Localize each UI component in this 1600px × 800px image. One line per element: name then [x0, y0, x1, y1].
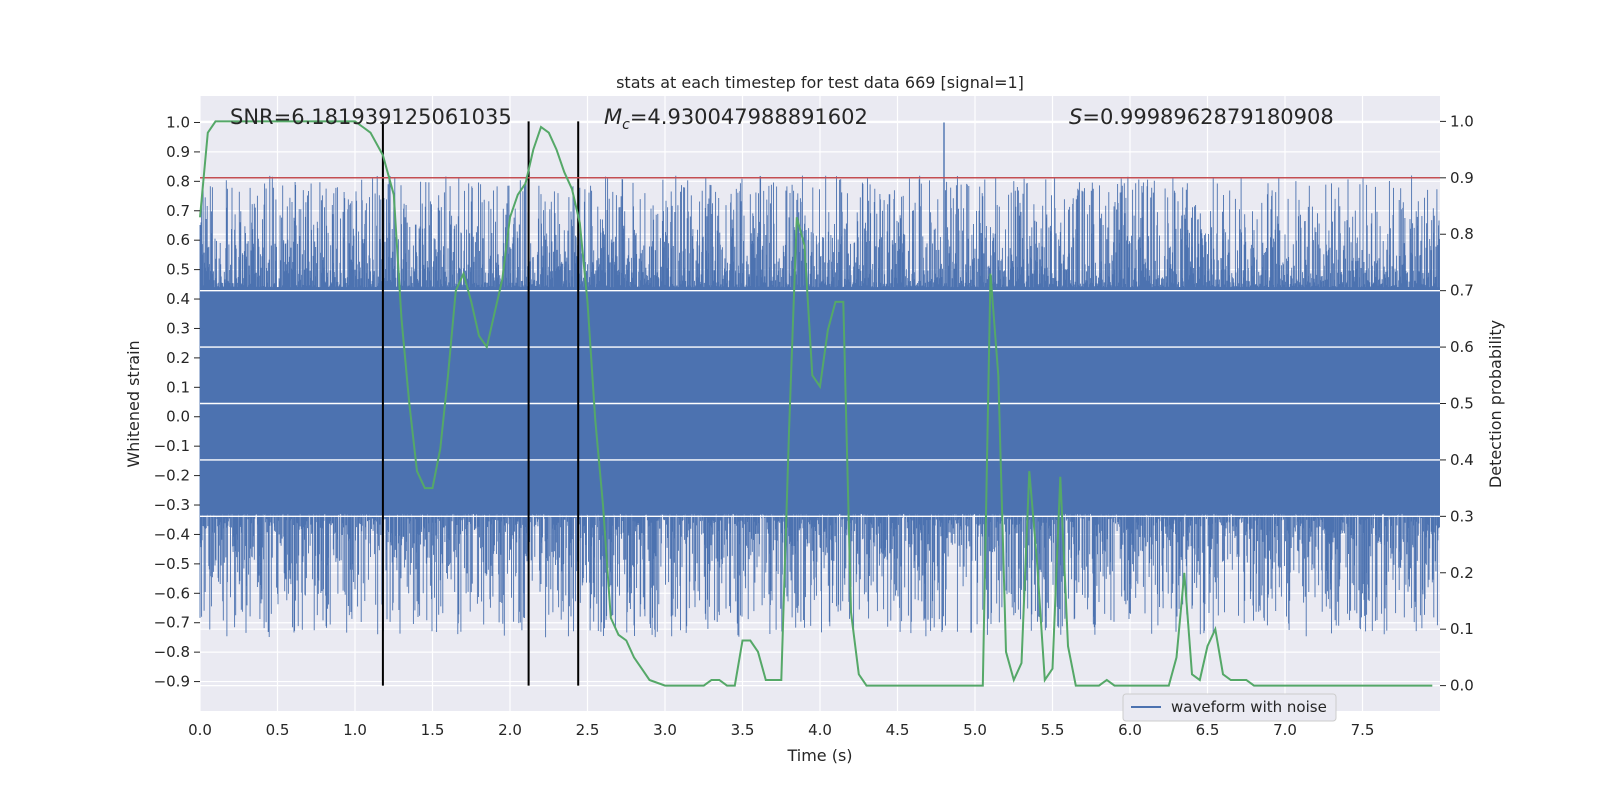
y-right-tick-label: 0.1	[1450, 620, 1474, 638]
y-left-tick-label: 0.2	[166, 349, 190, 367]
y-right-tick-label: 0.8	[1450, 225, 1474, 243]
detection-probability-line	[199, 120, 1433, 687]
x-tick-label: 7.5	[1351, 721, 1375, 739]
y-left-axis-label: Whitened strain	[124, 340, 143, 467]
x-tick-label: 3.5	[731, 721, 755, 739]
y-left-tick-label: 0.9	[166, 143, 190, 161]
y-left-tick-label: 0.4	[166, 290, 190, 308]
x-tick-label: 5.0	[963, 721, 987, 739]
y-right-tick-label: 0.9	[1450, 169, 1474, 187]
x-axis-label: Time (s)	[786, 746, 852, 765]
x-tick-label: 3.0	[653, 721, 677, 739]
chirp-mass-annotation: Mc=4.930047988891602	[604, 105, 868, 133]
y-left-tick-label: 0.5	[166, 261, 190, 279]
score-value: =0.9998962879180908	[1082, 105, 1333, 129]
y-left-tick-label: −0.5	[154, 555, 190, 573]
y-right-tick-label: 0.6	[1450, 338, 1474, 356]
y-left-tick-label: −0.2	[154, 467, 190, 485]
x-tick-label: 4.5	[886, 721, 910, 739]
x-tick-label: 6.5	[1196, 721, 1220, 739]
y-left-tick-label: 0.6	[166, 231, 190, 249]
score-symbol: S	[1069, 105, 1082, 129]
chart-title: stats at each timestep for test data 669…	[616, 73, 1024, 92]
chirp-mass-subscript: c	[622, 117, 630, 133]
y-left-tick-labels: −0.9 −0.8 −0.7 −0.6 −0.5 −0.4 −0.3 −0.2 −0.1 0.0 0…	[154, 113, 200, 691]
y-right-axis-label: Detection probability	[1486, 320, 1505, 488]
chirp-mass-symbol: M	[604, 105, 622, 129]
x-tick-label: 2.0	[498, 721, 522, 739]
y-left-tick-label: −0.9	[154, 673, 190, 691]
y-right-tick-labels: 0.0 0.1 0.2 0.3 0.4 0.5 0.6 0.7 0.8 0.9 1.0	[1440, 112, 1474, 695]
legend: waveform with noise	[1122, 693, 1337, 722]
y-left-tick-label: −0.7	[154, 614, 190, 632]
legend-box	[1122, 693, 1337, 722]
chirp-mass-value: =4.930047988891602	[630, 105, 868, 129]
waveform-trace	[199, 175, 1440, 638]
y-right-tick-label: 0.7	[1450, 282, 1474, 300]
y-right-tick-label: 0.0	[1450, 677, 1474, 695]
score-annotation: S=0.9998962879180908	[1069, 105, 1334, 129]
x-tick-label: 0.0	[188, 721, 212, 739]
x-tick-label: 6.0	[1118, 721, 1142, 739]
x-tick-label: 1.0	[343, 721, 367, 739]
y-left-tick-label: −0.3	[154, 496, 190, 514]
y-right-tick-label: 0.5	[1450, 395, 1474, 413]
y-left-tick-label: 0.8	[166, 172, 190, 190]
y-right-tick-label: 0.2	[1450, 564, 1474, 582]
y-left-tick-label: 1.0	[166, 113, 190, 131]
waveform-series	[199, 122, 1440, 638]
y-right-tick-label: 0.3	[1450, 507, 1474, 525]
y-left-tick-label: 0.1	[166, 378, 190, 396]
y-left-tick-label: 0.7	[166, 202, 190, 220]
legend-label: waveform with noise	[1171, 698, 1327, 716]
y-right-tick-label: 0.4	[1450, 451, 1474, 469]
y-left-tick-label: −0.1	[154, 437, 190, 455]
y-left-tick-label: −0.4	[154, 525, 190, 543]
y-left-tick-label: 0.3	[166, 319, 190, 337]
x-tick-label: 2.5	[576, 721, 600, 739]
x-tick-label: 4.0	[808, 721, 832, 739]
x-tick-labels: 0.0 0.5 1.0 1.5 2.0 2.5 3.0 3.5 4.0 4.5 5.0 5.5 6.0 6…	[188, 721, 1374, 739]
x-tick-label: 5.5	[1041, 721, 1065, 739]
x-tick-label: 7.0	[1273, 721, 1297, 739]
snr-annotation: SNR=6.181939125061035	[230, 105, 512, 129]
x-tick-label: 1.5	[421, 721, 445, 739]
y-left-tick-label: −0.6	[154, 584, 190, 602]
x-tick-label: 0.5	[266, 721, 290, 739]
y-left-tick-label: −0.8	[154, 643, 190, 661]
y-left-tick-label: 0.0	[166, 408, 190, 426]
y-right-tick-label: 1.0	[1450, 112, 1474, 130]
